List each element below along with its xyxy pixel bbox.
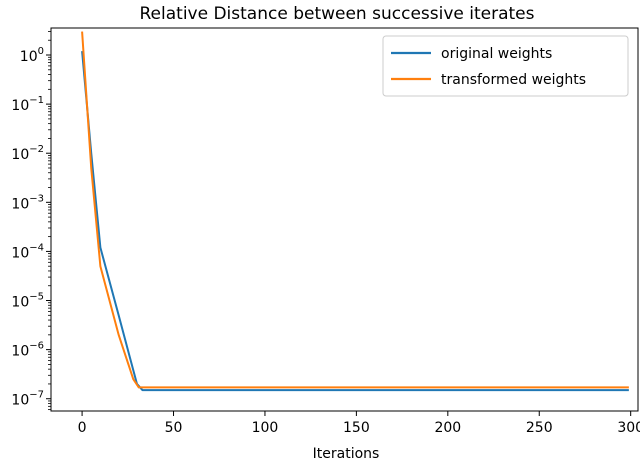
x-axis: 0 50 100 150 200 250 300 [78, 411, 640, 436]
legend: original weights transformed weights [382, 35, 629, 97]
y-tick-label: 10−6 [11, 341, 44, 360]
y-tick-label: 10−7 [11, 390, 44, 409]
y-axis: 100 10−1 10−2 10−3 10−4 10−5 10−6 10−7 [11, 31, 51, 411]
y-tick-label: 10−3 [11, 193, 44, 212]
series-line-transformed-weights [81, 31, 629, 389]
plot-frame [50, 27, 639, 412]
y-tick-label: 100 [20, 46, 44, 65]
legend-label-transformed-weights: transformed weights [441, 72, 586, 88]
series-layer [81, 31, 629, 392]
x-axis-label: Iterations [313, 446, 380, 462]
x-tick-label: 200 [434, 420, 461, 436]
x-tick-label: 0 [78, 420, 87, 436]
legend-box [382, 35, 629, 97]
x-tick-label: 100 [252, 420, 279, 436]
chart-title: Relative Distance between successive ite… [140, 4, 535, 24]
x-tick-label: 50 [165, 420, 183, 436]
legend-label-original-weights: original weights [441, 46, 552, 62]
x-tick-label: 300 [617, 420, 640, 436]
series-line-original-weights [81, 51, 629, 392]
x-tick-label: 250 [526, 420, 553, 436]
y-tick-label: 10−1 [11, 95, 44, 114]
y-tick-label: 10−5 [11, 292, 44, 311]
x-tick-label: 150 [343, 420, 370, 436]
y-tick-label: 10−2 [11, 144, 44, 163]
y-tick-label: 10−4 [11, 242, 44, 261]
